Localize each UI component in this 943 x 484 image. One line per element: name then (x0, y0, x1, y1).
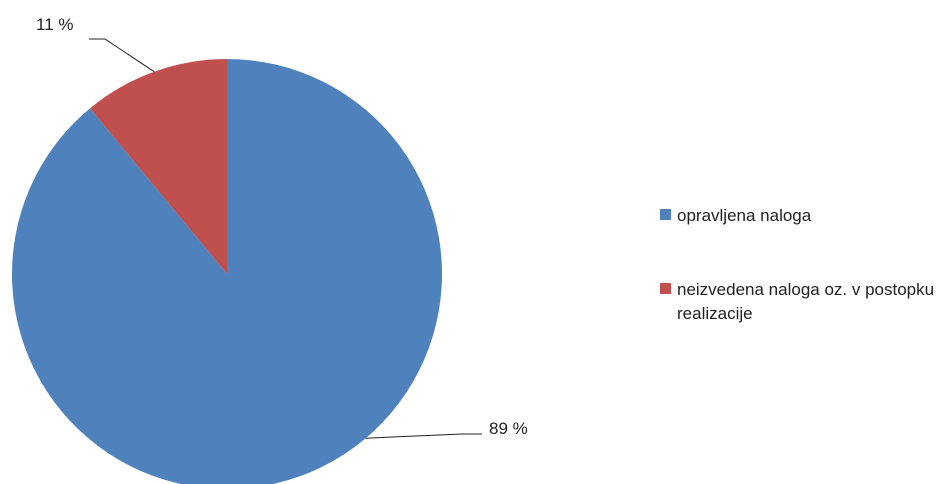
legend-label-neizvedena: neizvedena naloga oz. v postopku realiza… (677, 280, 935, 323)
pie-slice-1 (89, 59, 227, 274)
pie-slice-0 (12, 59, 442, 484)
legend-label-opravljena: opravljena naloga (677, 206, 812, 225)
data-label-1: 11 % (36, 15, 74, 34)
legend-item-neizvedena: neizvedena naloga oz. v postopku realiza… (660, 278, 943, 326)
legend-item-opravljena: opravljena naloga (660, 204, 943, 228)
leader-line-1 (89, 38, 155, 73)
legend: opravljena naloga neizvedena naloga oz. … (660, 204, 943, 326)
pie-slices (12, 59, 442, 484)
data-label-0: 89 % (489, 419, 528, 438)
legend-swatch-neizvedena (660, 283, 671, 294)
leader-line-0 (365, 433, 482, 439)
legend-swatch-opravljena (660, 209, 671, 220)
data-labels: 89 % 11 % (36, 15, 528, 438)
leader-lines (89, 38, 482, 439)
